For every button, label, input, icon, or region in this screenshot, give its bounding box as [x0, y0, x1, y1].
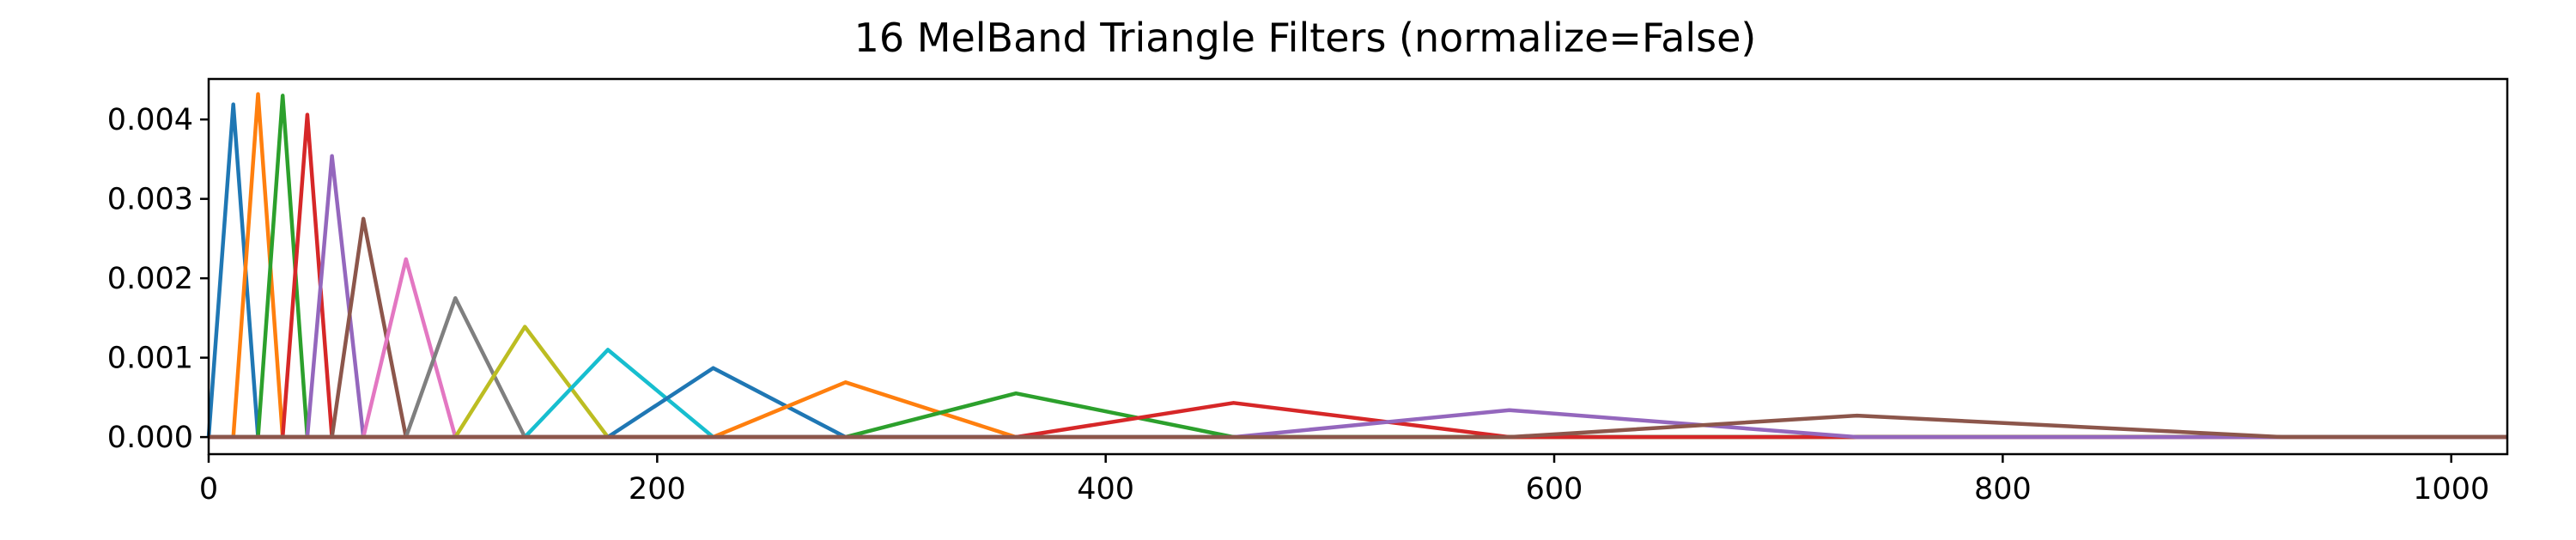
plot-frame	[207, 77, 2509, 456]
filter-line-4	[209, 112, 2507, 440]
y-tick-label: 0.002	[107, 262, 193, 296]
filter-line-7	[209, 257, 2507, 440]
filter-line-5	[209, 154, 2507, 440]
chart-title: 16 MelBand Triangle Filters (normalize=F…	[854, 15, 1757, 61]
x-tick-label: 1000	[2413, 472, 2489, 507]
y-tick-label: 0.004	[107, 103, 193, 137]
y-tick-label: 0.001	[107, 342, 193, 376]
x-tick-label: 400	[1077, 472, 1134, 507]
x-axis: 0 200 400 600 800 1000	[199, 454, 2489, 507]
x-tick-label: 200	[629, 472, 686, 507]
filter-line-3	[209, 94, 2507, 440]
y-tick-label: 0.000	[107, 421, 193, 455]
y-tick-label: 0.003	[107, 183, 193, 217]
filter-line-1	[206, 102, 2507, 440]
y-axis: 0.000 0.001 0.002 0.003 0.004	[107, 103, 209, 455]
series-layer	[206, 92, 2507, 440]
x-tick-label: 800	[1974, 472, 2032, 507]
filter-line-16	[209, 413, 2507, 440]
filter-line-2	[209, 92, 2507, 440]
filter-line-9	[209, 325, 2507, 440]
x-tick-label: 0	[199, 472, 218, 507]
filter-line-15	[209, 408, 2507, 440]
x-tick-label: 600	[1526, 472, 1583, 507]
